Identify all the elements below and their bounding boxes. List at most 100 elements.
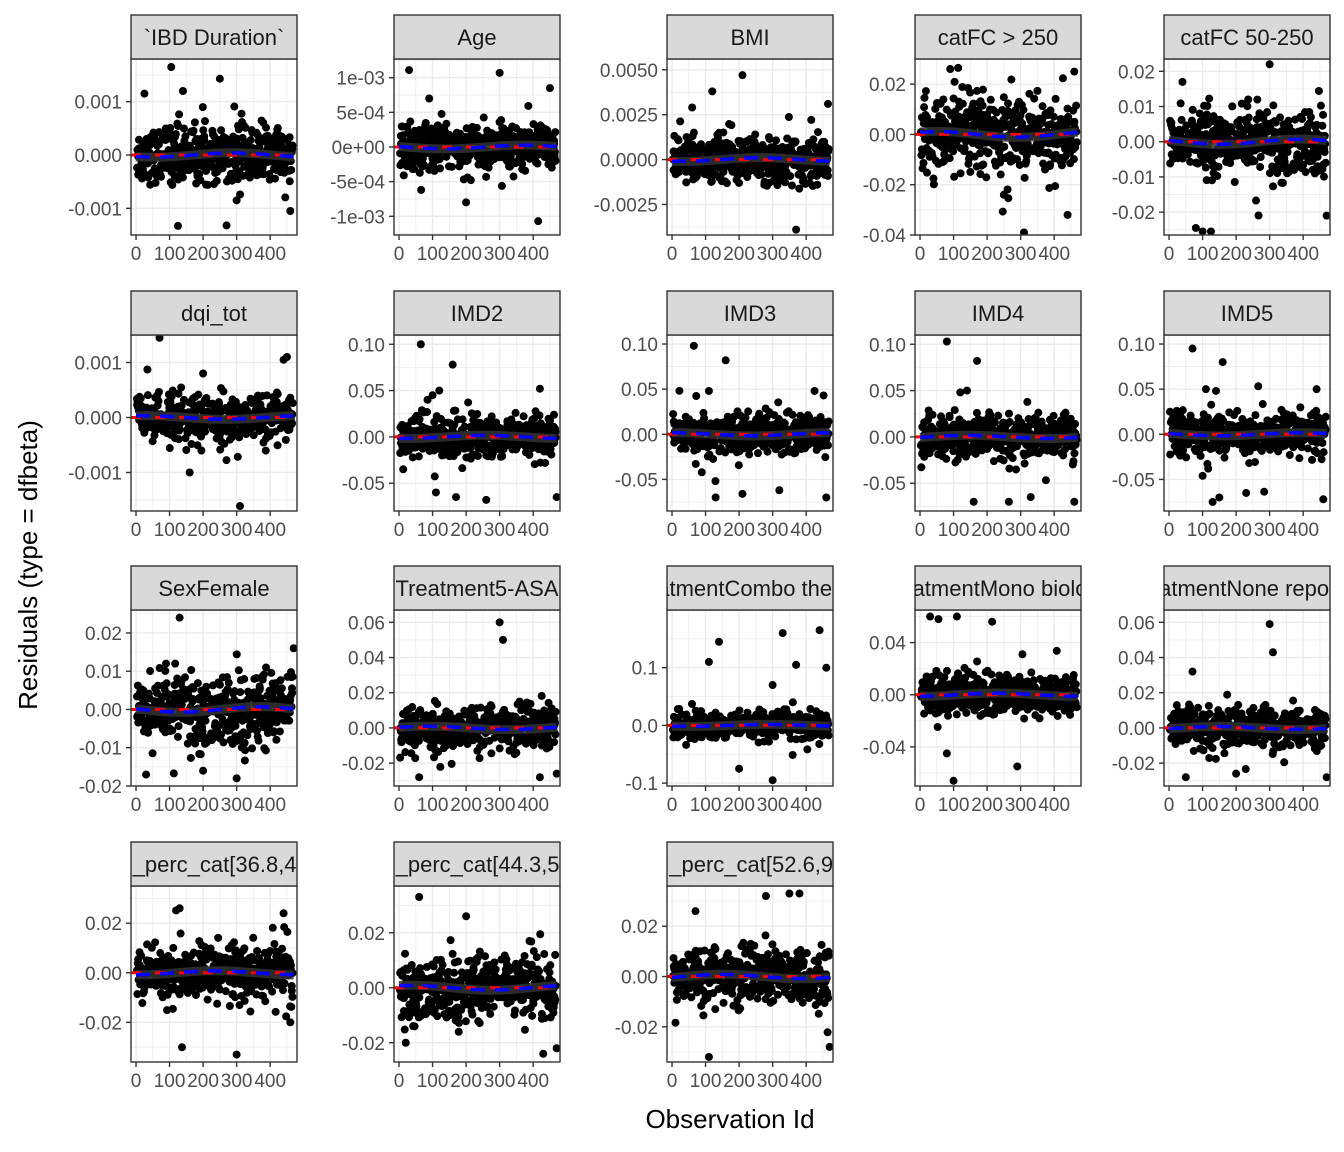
data-point xyxy=(525,450,534,459)
data-point xyxy=(143,391,152,400)
data-point xyxy=(989,457,998,466)
data-point xyxy=(676,117,685,126)
data-point xyxy=(1320,148,1329,157)
data-point xyxy=(179,124,188,133)
data-point xyxy=(281,193,290,202)
data-point xyxy=(199,126,208,135)
data-point xyxy=(1041,476,1050,485)
data-point xyxy=(1166,407,1175,416)
outlier-point xyxy=(1319,495,1328,504)
x-tick-label: 0 xyxy=(667,520,678,541)
panel-lines xyxy=(394,430,560,444)
data-point xyxy=(430,472,439,481)
data-point xyxy=(535,411,544,420)
data-point xyxy=(288,399,297,408)
data-point xyxy=(976,170,985,179)
x-tick-label: 200 xyxy=(187,520,219,541)
data-point xyxy=(1276,113,1285,122)
data-point xyxy=(182,446,191,455)
data-point xyxy=(1256,162,1265,171)
data-point xyxy=(978,85,987,94)
data-point xyxy=(1051,94,1060,103)
x-tick-label: 200 xyxy=(1220,244,1252,265)
data-point xyxy=(464,398,473,407)
data-point xyxy=(682,178,691,187)
data-point xyxy=(447,162,456,171)
outlier-point xyxy=(1265,60,1274,69)
data-point xyxy=(1295,454,1304,463)
data-point xyxy=(519,412,528,421)
fit-line xyxy=(919,129,1078,139)
y-tick-label: 0e+00 xyxy=(332,138,385,159)
data-point xyxy=(417,185,426,194)
data-point xyxy=(1051,182,1060,191)
data-point xyxy=(921,87,930,96)
panel-title: dqi_tot xyxy=(181,301,247,326)
fit-line xyxy=(398,143,557,151)
data-point xyxy=(722,179,731,188)
y-tick-label: 0.00 xyxy=(1118,133,1155,154)
data-point xyxy=(174,435,183,444)
data-point xyxy=(972,408,981,417)
data-point xyxy=(960,144,969,153)
data-point xyxy=(217,126,226,135)
panel-title: IMD3 xyxy=(724,301,777,326)
data-point xyxy=(249,431,258,440)
panel-title: `IBD Duration` xyxy=(144,25,285,50)
data-point xyxy=(1228,102,1237,111)
y-tick-label: 0.02 xyxy=(1118,62,1155,83)
y-tick-label: -0.05 xyxy=(1112,470,1155,491)
data-point xyxy=(942,454,951,463)
outlier-point xyxy=(822,493,831,502)
outlier-point xyxy=(1242,488,1251,497)
data-point xyxy=(166,123,175,132)
outlier-point xyxy=(738,71,747,80)
data-point xyxy=(741,413,750,422)
data-point xyxy=(1005,464,1014,473)
data-point xyxy=(929,174,938,183)
data-point xyxy=(235,433,244,442)
outlier-point xyxy=(711,493,720,502)
data-point xyxy=(945,413,954,422)
data-point xyxy=(1005,418,1014,427)
data-point xyxy=(174,389,183,398)
strip-background xyxy=(914,290,1082,336)
outlier-point xyxy=(199,369,208,378)
x-tick-label: 100 xyxy=(154,520,186,541)
data-point xyxy=(1251,411,1260,420)
outlier-point xyxy=(688,103,697,112)
y-tick-label: -1e-03 xyxy=(330,207,385,228)
outlier-point xyxy=(435,386,444,395)
data-point xyxy=(1226,159,1235,168)
data-point xyxy=(187,440,196,449)
facet-panel: IMD3-0.050.000.050.100 100 200 300 400 xyxy=(615,290,834,541)
data-point xyxy=(984,148,993,157)
data-point xyxy=(1049,112,1058,121)
strip-background xyxy=(1163,14,1331,60)
data-point xyxy=(823,171,832,180)
y-tick-label: 0.0000 xyxy=(600,151,658,172)
data-point xyxy=(1278,178,1287,187)
x-tick-label: 100 xyxy=(690,520,722,541)
panel-lines xyxy=(394,140,560,154)
data-point xyxy=(1069,155,1078,164)
data-point xyxy=(482,172,491,181)
y-tick-label: 0.02 xyxy=(869,75,906,96)
data-point xyxy=(1179,446,1188,455)
outlier-point xyxy=(956,388,965,397)
data-point xyxy=(1004,99,1013,108)
y-tick-label: 0.001 xyxy=(74,93,122,114)
data-point xyxy=(254,136,263,145)
y-tick-label: 0.10 xyxy=(869,335,906,356)
outlier-point xyxy=(810,386,819,395)
data-point xyxy=(151,178,160,187)
data-point xyxy=(923,168,932,177)
data-point xyxy=(1061,408,1070,417)
data-point xyxy=(1297,443,1306,452)
data-point xyxy=(497,181,506,190)
data-point xyxy=(178,173,187,182)
data-point xyxy=(1004,409,1013,418)
data-point xyxy=(498,452,507,461)
data-point xyxy=(214,399,223,408)
y-tick-label: 0.00 xyxy=(869,125,906,146)
